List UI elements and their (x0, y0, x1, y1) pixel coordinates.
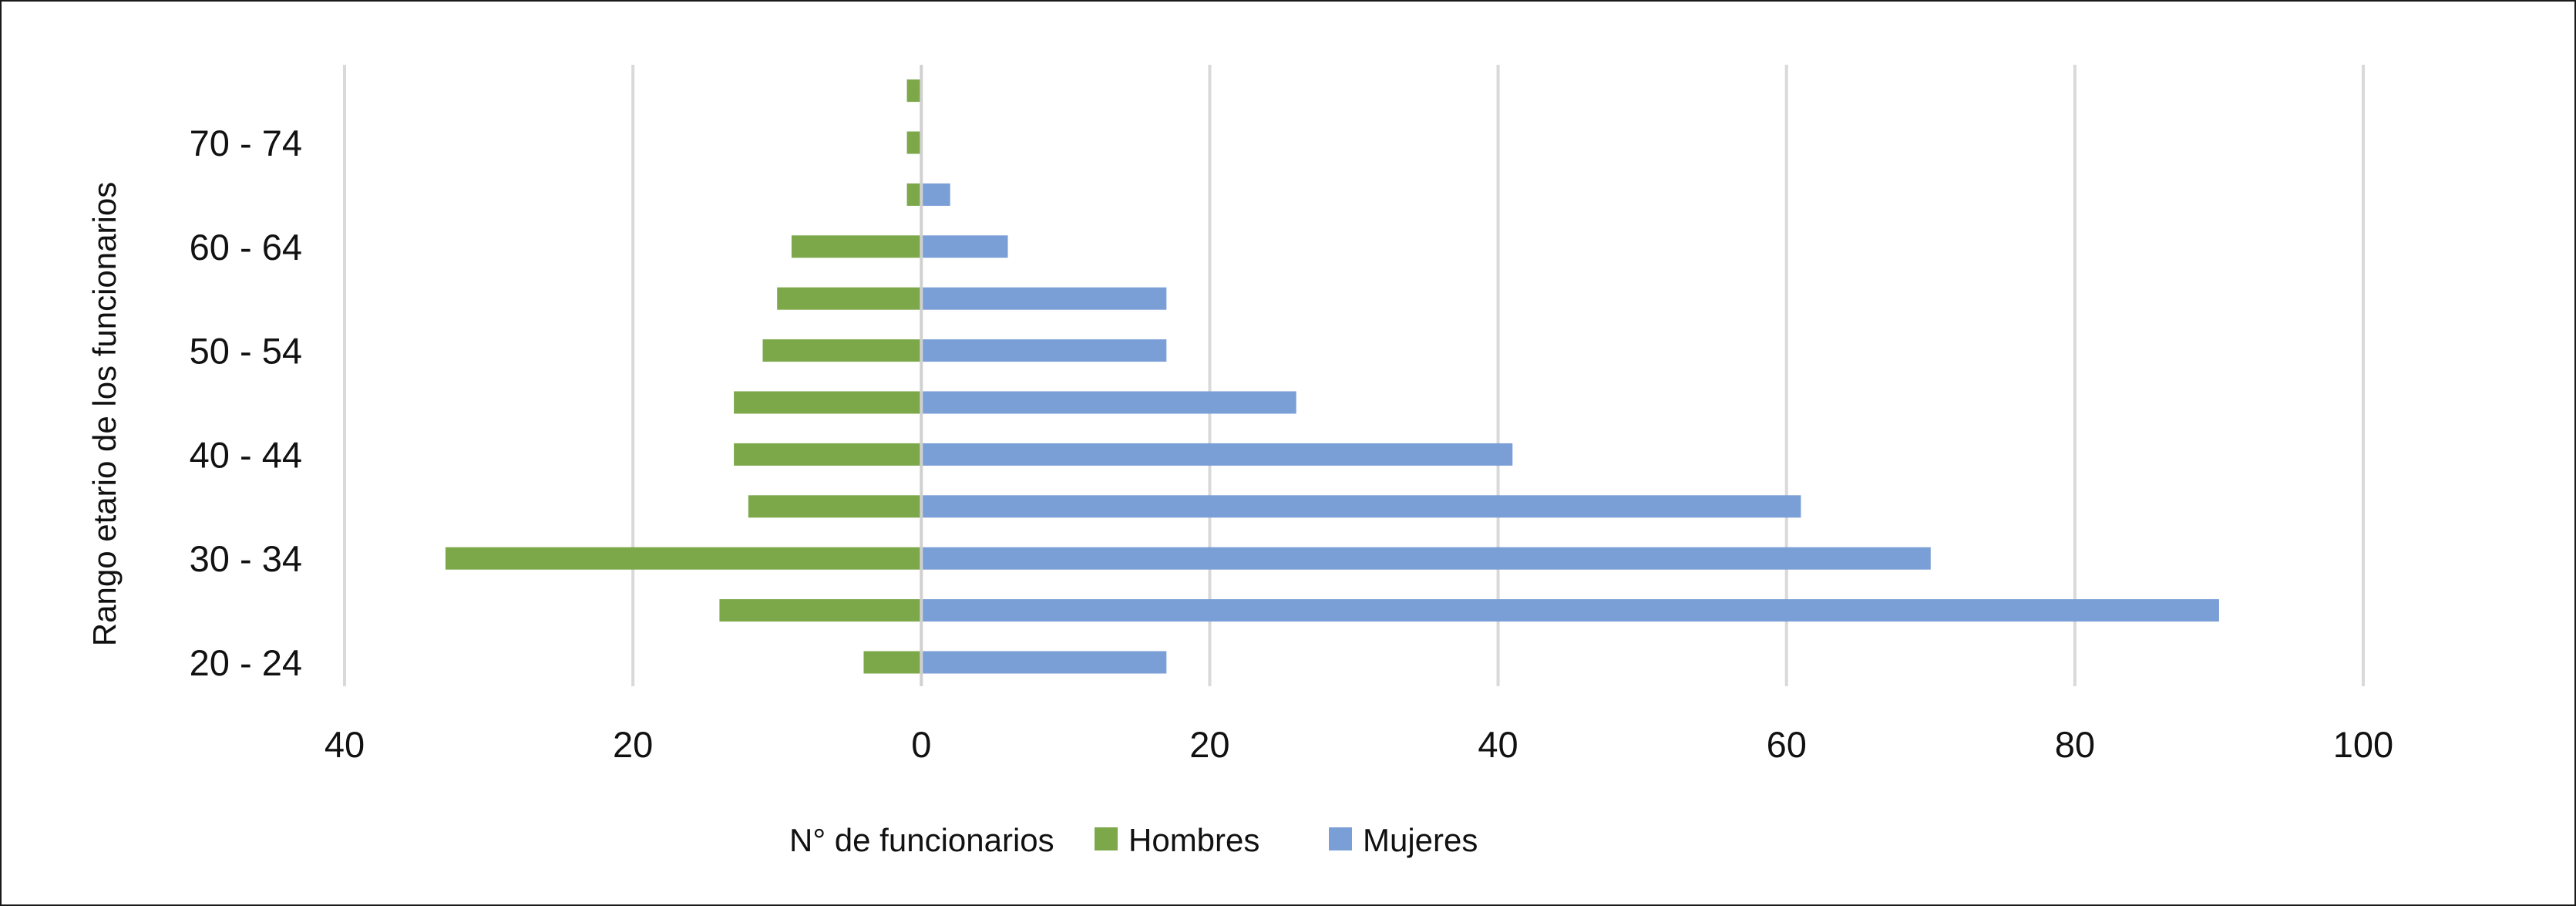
bar-mujeres-50-54 (921, 339, 1167, 362)
bar-mujeres-35-39 (921, 495, 1801, 518)
bar-hombres-25-29 (719, 599, 922, 622)
legend-title: N° de funcionarios (789, 822, 1054, 858)
x-tick-label: 40 (1478, 724, 1518, 765)
legend-label-hombres: Hombres (1128, 822, 1259, 858)
bar-mujeres-60-64 (921, 235, 1008, 258)
legend-label-mujeres: Mujeres (1363, 822, 1478, 858)
y-tick-labels: 20 - 24 30 - 34 40 - 44 50 - 54 60 - 64 70 - … (190, 123, 302, 683)
y-tick-label: 20 - 24 (190, 642, 302, 683)
bar-mujeres-30-34 (921, 547, 1931, 570)
y-tick-label: 50 - 54 (190, 331, 302, 372)
x-tick-label: 20 (613, 724, 653, 765)
x-tick-label: 80 (2055, 724, 2095, 765)
y-tick-label: 70 - 74 (190, 123, 302, 163)
bar-hombres-50-54 (762, 339, 922, 362)
bar-hombres-75-79 (906, 79, 922, 103)
bar-mujeres-40-44 (921, 443, 1513, 466)
bars (445, 79, 2219, 674)
y-tick-label: 30 - 34 (190, 538, 302, 579)
legend: N° de funcionarios Hombres Mujeres (789, 822, 1478, 858)
bar-hombres-55-59 (777, 287, 922, 310)
bar-hombres-20-24 (863, 651, 922, 674)
bar-mujeres-45-49 (921, 391, 1296, 414)
x-tick-label: 100 (2333, 724, 2393, 765)
gridlines (343, 65, 2365, 686)
bar-hombres-35-39 (748, 495, 922, 518)
bar-mujeres-65-69 (921, 183, 950, 206)
x-tick-label: 60 (1767, 724, 1807, 765)
bar-hombres-70-74 (906, 131, 922, 154)
y-axis-title: Rango etario de los funcionarios (86, 182, 123, 646)
bar-hombres-65-69 (906, 183, 922, 206)
x-tick-label: 0 (911, 724, 931, 765)
bar-hombres-45-49 (734, 391, 922, 414)
bar-hombres-60-64 (791, 235, 922, 258)
x-tick-labels: 40 20 0 20 40 60 80 100 (325, 724, 2393, 765)
y-tick-label: 60 - 64 (190, 227, 302, 268)
legend-swatch-mujeres (1329, 827, 1352, 850)
bar-mujeres-25-29 (921, 599, 2219, 622)
bar-hombres-40-44 (734, 443, 922, 466)
bar-hombres-30-34 (445, 547, 922, 570)
y-tick-label: 40 - 44 (190, 434, 302, 475)
bar-mujeres-55-59 (921, 287, 1167, 310)
x-tick-label: 20 (1189, 724, 1229, 765)
legend-swatch-hombres (1095, 827, 1118, 850)
x-tick-label: 40 (325, 724, 365, 765)
bar-mujeres-20-24 (921, 651, 1167, 674)
